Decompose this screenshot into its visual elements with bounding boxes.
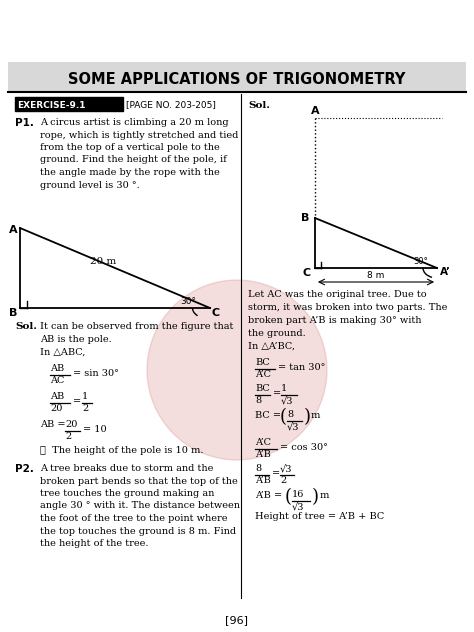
Text: P1.: P1. [15, 118, 34, 128]
Text: = tan 30°: = tan 30° [278, 363, 325, 372]
Text: ground level is 30 °.: ground level is 30 °. [40, 181, 140, 190]
Text: A: A [310, 106, 319, 116]
Text: 20: 20 [50, 404, 63, 413]
Text: 30°: 30° [180, 296, 196, 305]
Text: P2.: P2. [15, 464, 34, 474]
Text: 2: 2 [280, 476, 286, 485]
Text: 20: 20 [65, 420, 77, 429]
Text: 2: 2 [82, 404, 88, 413]
Text: 8: 8 [255, 396, 261, 405]
Text: A’: A’ [439, 267, 450, 277]
Bar [15, 97, 123, 111]
Text: ground. Find the height of the pole, if: ground. Find the height of the pole, if [40, 155, 227, 164]
Text: A’C: A’C [255, 370, 271, 379]
Text: Let AC was the original tree. Due to: Let AC was the original tree. Due to [248, 290, 427, 299]
Text: A circus artist is climbing a 20 m long: A circus artist is climbing a 20 m long [40, 118, 228, 127]
Text: BC =: BC = [255, 411, 281, 420]
Text: In △ABC,: In △ABC, [40, 348, 85, 357]
Text: the height of the tree.: the height of the tree. [40, 539, 148, 548]
Text: = sin 30°: = sin 30° [73, 369, 119, 378]
Text: =: = [272, 469, 280, 478]
Text: Height of tree = A’B + BC: Height of tree = A’B + BC [255, 512, 384, 521]
Text: broken part A’B is making 30° with: broken part A’B is making 30° with [248, 316, 421, 325]
Text: = cos 30°: = cos 30° [280, 443, 328, 452]
Text: 16: 16 [292, 490, 304, 499]
Text: broken part bends so that the top of the: broken part bends so that the top of the [40, 477, 238, 485]
Text: tree touches the ground making an: tree touches the ground making an [40, 489, 214, 498]
Text: A tree breaks due to storm and the: A tree breaks due to storm and the [40, 464, 213, 473]
Text: BC: BC [255, 358, 270, 367]
Text: ): ) [304, 408, 311, 426]
Text: AB =: AB = [40, 420, 65, 429]
Text: (: ( [280, 408, 287, 426]
Text: A’B =: A’B = [255, 490, 282, 499]
Text: =: = [273, 389, 281, 398]
Text: √3: √3 [280, 464, 292, 473]
Text: the foot of the tree to the point where: the foot of the tree to the point where [40, 514, 228, 523]
Text: 8: 8 [287, 410, 293, 419]
Text: the top touches the ground is 8 m. Find: the top touches the ground is 8 m. Find [40, 526, 236, 535]
Text: angle 30 ° with it. The distance between: angle 30 ° with it. The distance between [40, 502, 240, 511]
Text: Sol.: Sol. [15, 322, 37, 331]
Text: m: m [320, 490, 329, 499]
Text: =: = [73, 397, 81, 406]
Text: B: B [301, 213, 309, 223]
Text: AB is the pole.: AB is the pole. [40, 335, 112, 344]
Text: 8 m: 8 m [367, 270, 385, 279]
Text: 8: 8 [255, 464, 261, 473]
Circle shape [147, 280, 327, 460]
Text: √3: √3 [287, 422, 300, 431]
Text: m: m [311, 411, 320, 420]
Text: 1: 1 [82, 392, 88, 401]
Text: from the top of a vertical pole to the: from the top of a vertical pole to the [40, 143, 220, 152]
Text: Sol.: Sol. [248, 100, 270, 109]
Text: ∴  The height of the pole is 10 m.: ∴ The height of the pole is 10 m. [40, 446, 203, 455]
Text: EXERCISE-9.1: EXERCISE-9.1 [17, 100, 85, 109]
Text: = 10: = 10 [83, 425, 107, 434]
Text: √3: √3 [292, 502, 304, 511]
Text: the angle made by the rope with the: the angle made by the rope with the [40, 168, 220, 177]
Text: (: ( [285, 488, 292, 506]
Text: A’B: A’B [255, 450, 271, 459]
Text: A’C: A’C [255, 438, 271, 447]
Bar [8, 62, 466, 92]
Text: A: A [9, 225, 18, 235]
Text: 20 m: 20 m [90, 257, 116, 267]
Text: rope, which is tightly stretched and tied: rope, which is tightly stretched and tie… [40, 130, 238, 140]
Text: √3: √3 [281, 396, 293, 405]
Text: 2: 2 [65, 432, 71, 441]
Text: B: B [9, 308, 17, 318]
Text: C: C [212, 308, 220, 318]
Text: AC: AC [50, 376, 64, 385]
Text: [PAGE NO. 203-205]: [PAGE NO. 203-205] [126, 100, 216, 109]
Text: AB: AB [50, 392, 64, 401]
Text: BC: BC [255, 384, 270, 393]
Text: 1: 1 [281, 384, 287, 393]
Text: [96]: [96] [226, 615, 248, 625]
Text: C: C [303, 268, 311, 278]
Text: ): ) [312, 488, 319, 506]
Text: the ground.: the ground. [248, 329, 306, 338]
Text: A’B: A’B [255, 476, 271, 485]
Text: 30°: 30° [414, 257, 428, 265]
Text: storm, it was broken into two parts. The: storm, it was broken into two parts. The [248, 303, 447, 312]
Text: It can be observed from the figure that: It can be observed from the figure that [40, 322, 233, 331]
Text: In △A’BC,: In △A’BC, [248, 342, 295, 351]
Text: AB: AB [50, 364, 64, 373]
Text: SOME APPLICATIONS OF TRIGONOMETRY: SOME APPLICATIONS OF TRIGONOMETRY [68, 73, 406, 87]
